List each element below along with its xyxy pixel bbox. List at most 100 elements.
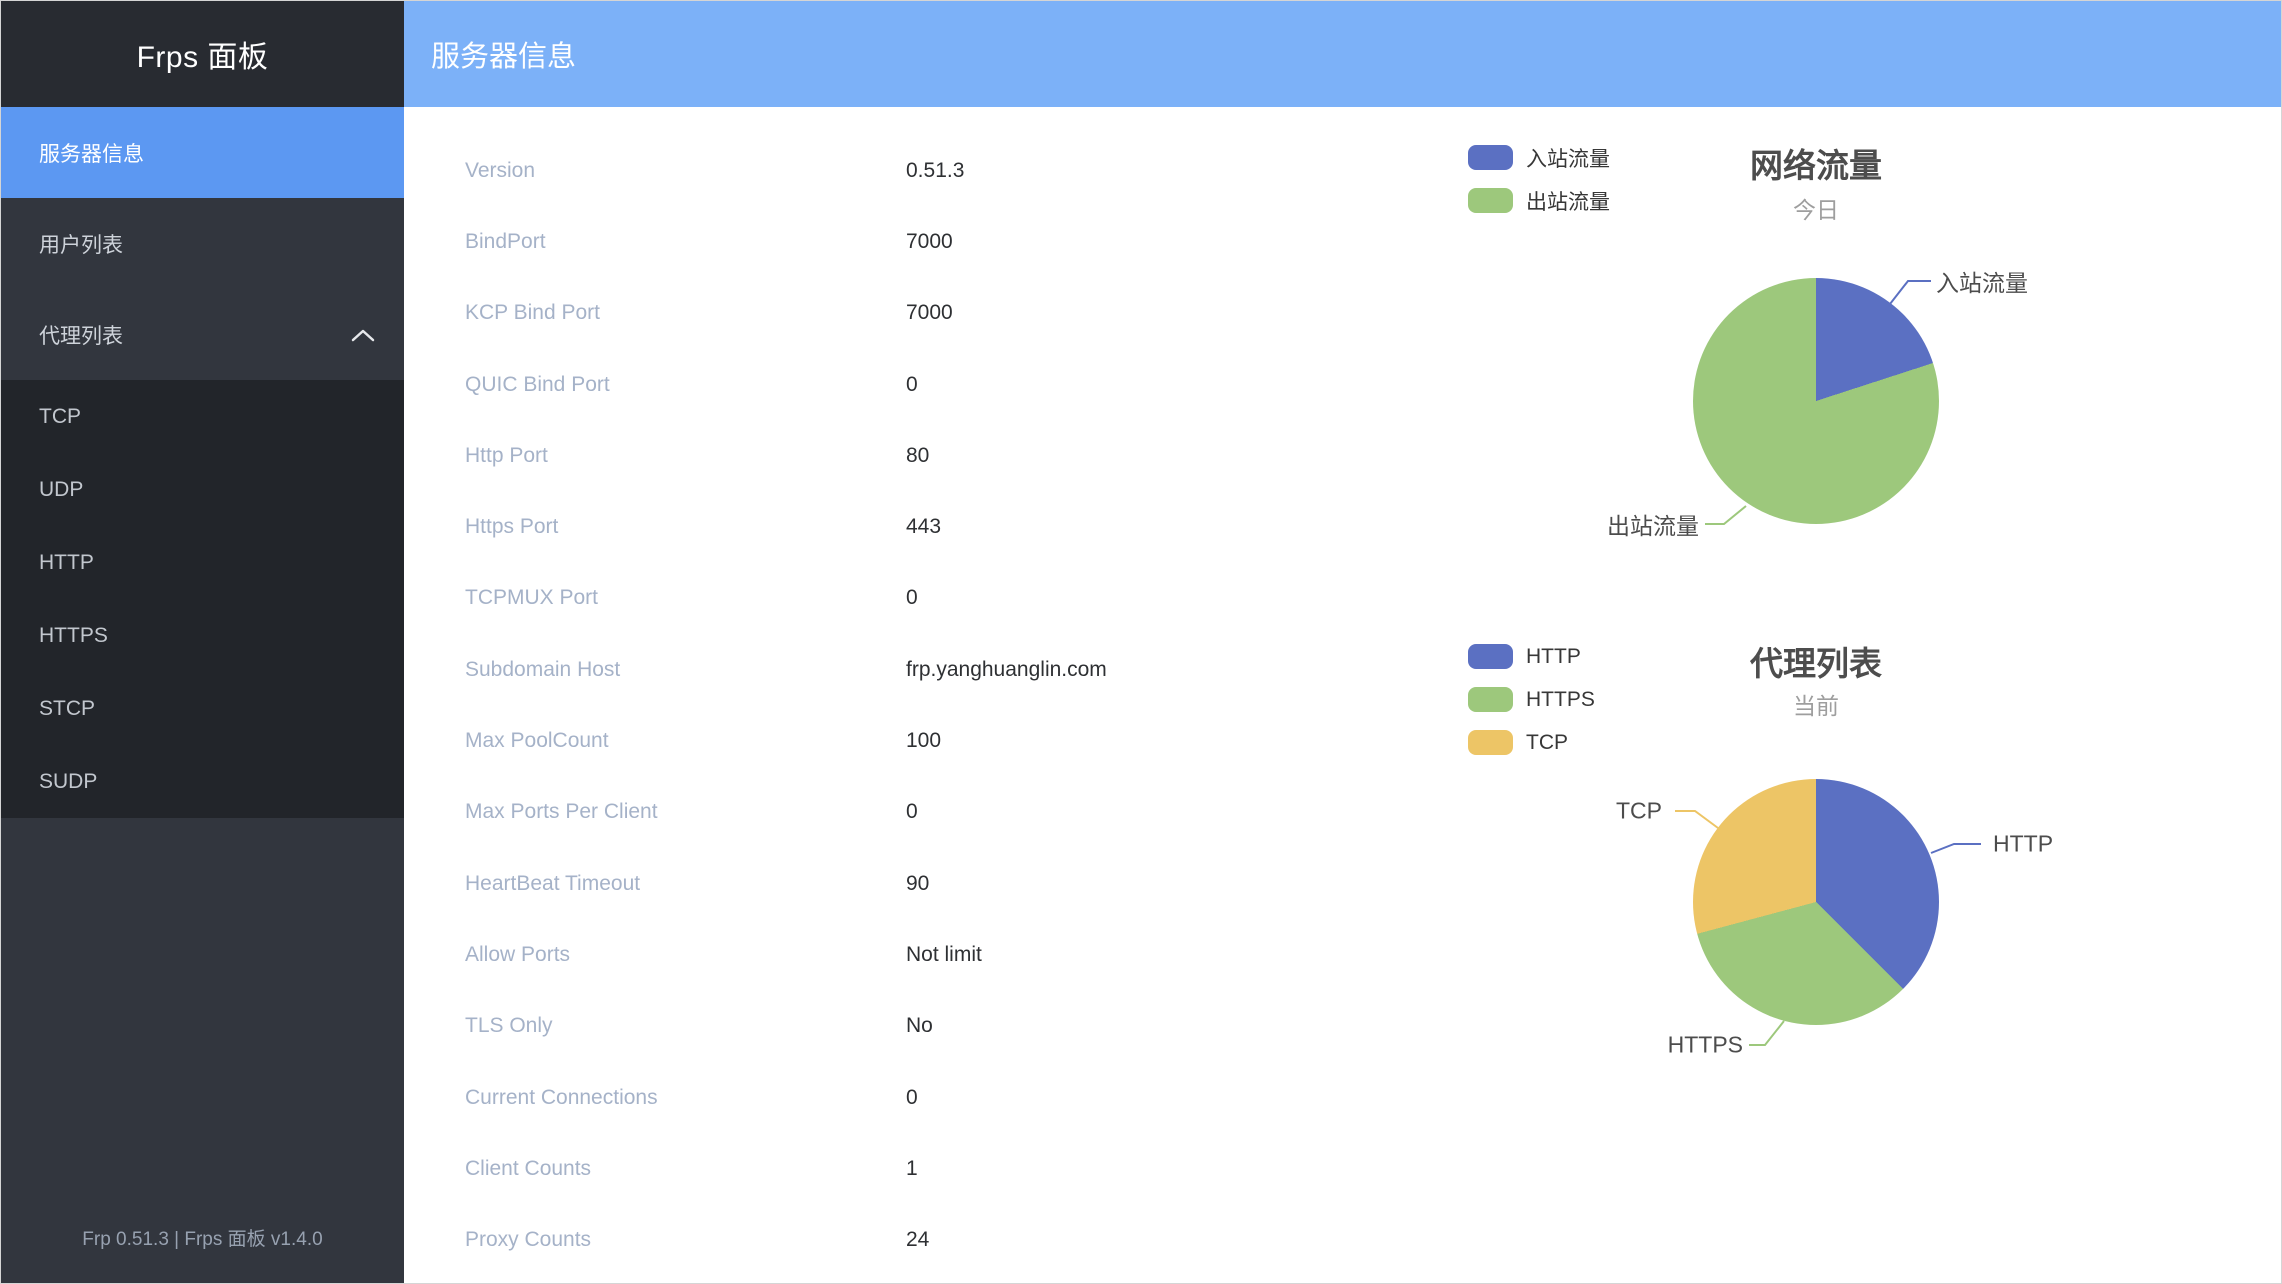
sidebar-subitem-https[interactable]: HTTPS bbox=[39, 623, 108, 647]
chevron-up-icon bbox=[351, 329, 375, 341]
server-info-row: Client Counts 1 bbox=[465, 1133, 1107, 1204]
proxy-list-legend: HTTP HTTPS TCP bbox=[1468, 635, 1595, 764]
row-label: QUIC Bind Port bbox=[465, 372, 610, 396]
row-label: Max PoolCount bbox=[465, 729, 609, 753]
server-info-list: Version 0.51.3 BindPort 7000 KCP Bind Port 70… bbox=[465, 135, 1107, 1276]
legend-label: 入站流量 bbox=[1526, 147, 1610, 171]
row-label: Proxy Counts bbox=[465, 1228, 592, 1252]
page-title: 服务器信息 bbox=[431, 41, 577, 73]
legend-swatch bbox=[1468, 145, 1513, 170]
legend-label: 出站流量 bbox=[1526, 190, 1610, 214]
row-label: Https Port bbox=[465, 515, 559, 539]
pie-label-http: HTTP bbox=[1993, 830, 2054, 857]
row-value: 1 bbox=[906, 1156, 918, 1180]
legend-item-tcp[interactable]: TCP bbox=[1468, 721, 1595, 764]
sidebar-item-label: 用户列表 bbox=[39, 233, 123, 257]
row-label: Client Counts bbox=[465, 1156, 592, 1180]
server-info-row: Version 0.51.3 bbox=[465, 135, 1107, 206]
row-value: 80 bbox=[906, 443, 930, 467]
legend-swatch bbox=[1468, 730, 1513, 755]
row-value: 0 bbox=[906, 800, 918, 824]
row-value: 443 bbox=[906, 515, 942, 539]
server-info-row: Https Port 443 bbox=[465, 491, 1107, 562]
chart-title: 网络流量 bbox=[1750, 147, 1882, 184]
row-value: frp.yanghuanglin.com bbox=[906, 657, 1107, 681]
server-info-row: Max Ports Per Client 0 bbox=[465, 777, 1107, 848]
server-info-row: KCP Bind Port 7000 bbox=[465, 278, 1107, 349]
row-label: HeartBeat Timeout bbox=[465, 871, 641, 895]
row-label: BindPort bbox=[465, 229, 546, 253]
leader-line-inbound bbox=[1889, 280, 1931, 305]
legend-label: TCP bbox=[1526, 730, 1568, 754]
pie-label-inbound: 入站流量 bbox=[1936, 270, 2028, 296]
legend-swatch bbox=[1468, 188, 1513, 213]
sidebar: Frps 面板 服务器信息 用户列表 代理列表 TCP UDP HTTP HTTPS S… bbox=[1, 1, 404, 1283]
sidebar-subitem-sudp[interactable]: SUDP bbox=[39, 769, 98, 793]
sidebar-item-user-list[interactable]: 用户列表 bbox=[1, 198, 404, 289]
server-info-row: Subdomain Host frp.yanghuanglin.com bbox=[465, 634, 1107, 705]
row-label: KCP Bind Port bbox=[465, 301, 601, 325]
leader-line-tcp bbox=[1675, 810, 1719, 829]
sidebar-subitem-udp[interactable]: UDP bbox=[39, 477, 84, 501]
sidebar-item-label: 代理列表 bbox=[39, 324, 123, 348]
main-content: Version 0.51.3 BindPort 7000 KCP Bind Port 70… bbox=[404, 107, 2281, 1283]
server-info-row: BindPort 7000 bbox=[465, 206, 1107, 277]
sidebar-subitem-http[interactable]: HTTP bbox=[39, 550, 94, 574]
row-value: 100 bbox=[906, 729, 942, 753]
legend-item-入站流量[interactable]: 入站流量 bbox=[1468, 136, 1610, 179]
sidebar-item-server-info[interactable]: 服务器信息 bbox=[1, 107, 404, 198]
row-value: Not limit bbox=[906, 942, 982, 966]
server-info-row: TCPMUX Port 0 bbox=[465, 563, 1107, 634]
chart-subtitle: 今日 bbox=[1793, 197, 1839, 223]
row-value: No bbox=[906, 1014, 933, 1038]
chart-title: 代理列表 bbox=[1750, 645, 1882, 682]
server-info-row: HeartBeat Timeout 90 bbox=[465, 848, 1107, 919]
row-label: Current Connections bbox=[465, 1085, 658, 1109]
proxy-list-pie[interactable] bbox=[1693, 779, 1939, 1025]
row-label: Version bbox=[465, 158, 536, 182]
app-title: Frps 面板 bbox=[1, 1, 404, 107]
row-value: 7000 bbox=[906, 301, 953, 325]
network-traffic-legend: 入站流量 出站流量 bbox=[1468, 136, 1610, 222]
server-info-row: TLS Only No bbox=[465, 991, 1107, 1062]
sidebar-footer-version: Frp 0.51.3 | Frps 面板 v1.4.0 bbox=[82, 1229, 323, 1250]
network-traffic-pie[interactable] bbox=[1693, 278, 1939, 524]
sidebar-item-label: 服务器信息 bbox=[39, 142, 144, 166]
sidebar-subitem-stcp[interactable]: STCP bbox=[39, 696, 96, 720]
legend-item-http[interactable]: HTTP bbox=[1468, 635, 1595, 678]
row-value: 0 bbox=[906, 1085, 918, 1109]
row-label: Max Ports Per Client bbox=[465, 800, 658, 824]
row-label: Subdomain Host bbox=[465, 657, 621, 681]
sidebar-item-proxy-list[interactable]: 代理列表 bbox=[1, 289, 404, 380]
leader-line-http bbox=[1930, 843, 1981, 854]
row-label: Http Port bbox=[465, 443, 548, 467]
legend-label: HTTP bbox=[1526, 644, 1581, 668]
legend-swatch bbox=[1468, 644, 1513, 669]
legend-item-https[interactable]: HTTPS bbox=[1468, 678, 1595, 721]
sidebar-subitem-tcp[interactable]: TCP bbox=[39, 404, 81, 428]
leader-line-outbound bbox=[1705, 505, 1747, 525]
server-info-row: Max PoolCount 100 bbox=[465, 705, 1107, 776]
row-value: 24 bbox=[906, 1228, 930, 1252]
row-value: 90 bbox=[906, 871, 930, 895]
row-label: TCPMUX Port bbox=[465, 586, 599, 610]
row-value: 0 bbox=[906, 372, 918, 396]
server-info-row: Allow Ports Not limit bbox=[465, 919, 1107, 990]
row-label: TLS Only bbox=[465, 1014, 553, 1038]
legend-label: HTTPS bbox=[1526, 687, 1595, 711]
pie-label-outbound: 出站流量 bbox=[1607, 513, 1699, 539]
server-info-row: Current Connections 0 bbox=[465, 1062, 1107, 1133]
legend-swatch bbox=[1468, 687, 1513, 712]
chart-subtitle: 当前 bbox=[1793, 693, 1839, 719]
pie-label-tcp: TCP bbox=[1616, 797, 1662, 824]
row-label: Allow Ports bbox=[465, 942, 571, 966]
server-info-row: Proxy Counts 24 bbox=[465, 1204, 1107, 1275]
row-value: 0.51.3 bbox=[906, 158, 965, 182]
leader-line-https bbox=[1749, 1020, 1785, 1046]
row-value: 7000 bbox=[906, 229, 953, 253]
legend-item-出站流量[interactable]: 出站流量 bbox=[1468, 179, 1610, 222]
page-header: 服务器信息 bbox=[404, 1, 2281, 107]
server-info-row: QUIC Bind Port 0 bbox=[465, 349, 1107, 420]
sidebar-submenu: TCP UDP HTTP HTTPS STCP SUDP bbox=[1, 380, 404, 818]
